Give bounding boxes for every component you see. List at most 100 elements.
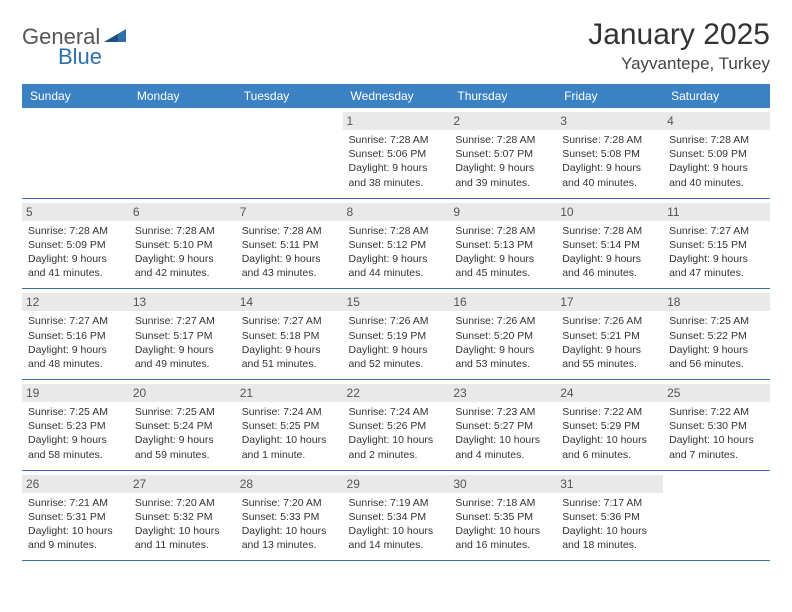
day-number: 13 (129, 293, 236, 311)
daylight-text: Daylight: 9 hours and 38 minutes. (349, 161, 444, 189)
day-cell: 1 Sunrise: 7:28 AMSunset: 5:06 PMDaylight… (343, 108, 450, 198)
day-cell: 23Sunrise: 7:23 AMSunset: 5:27 PMDayligh… (449, 380, 556, 471)
day-cell: 26Sunrise: 7:21 AMSunset: 5:31 PMDayligh… (22, 470, 129, 561)
sunset-text: Sunset: 5:07 PM (455, 147, 550, 161)
day-number: 9 (449, 203, 556, 221)
day-number: 20 (129, 384, 236, 402)
day-cell: 24Sunrise: 7:22 AMSunset: 5:29 PMDayligh… (556, 380, 663, 471)
day-number: 3 (556, 112, 663, 130)
sunrise-text: Sunrise: 7:22 AM (562, 405, 657, 419)
day-info: Sunrise: 7:26 AMSunset: 5:20 PMDaylight:… (455, 314, 550, 371)
sunset-text: Sunset: 5:26 PM (349, 419, 444, 433)
daylight-text: Daylight: 9 hours and 46 minutes. (562, 252, 657, 280)
day-cell: 13Sunrise: 7:27 AMSunset: 5:17 PMDayligh… (129, 289, 236, 380)
daylight-text: Daylight: 9 hours and 47 minutes. (669, 252, 764, 280)
day-info: Sunrise: 7:28 AMSunset: 5:09 PMDaylight:… (28, 224, 123, 281)
sunset-text: Sunset: 5:31 PM (28, 510, 123, 524)
day-cell: 25 Sunrise: 7:22 AMSunset: 5:30 PMDayligh… (663, 380, 770, 471)
sunset-text: Sunset: 5:22 PM (669, 329, 764, 343)
sunset-text: Sunset: 5:08 PM (562, 147, 657, 161)
day-cell: 7Sunrise: 7:28 AMSunset: 5:11 PMDaylight… (236, 198, 343, 289)
day-cell: 22Sunrise: 7:24 AMSunset: 5:26 PMDayligh… (343, 380, 450, 471)
sunrise-text: Sunrise: 7:20 AM (242, 496, 337, 510)
day-cell: 9Sunrise: 7:28 AMSunset: 5:13 PMDaylight… (449, 198, 556, 289)
day-cell: 29Sunrise: 7:19 AMSunset: 5:34 PMDayligh… (343, 470, 450, 561)
sunrise-text: Sunrise: 7:24 AM (242, 405, 337, 419)
daylight-text: Daylight: 9 hours and 41 minutes. (28, 252, 123, 280)
day-number: 18 (663, 293, 770, 311)
day-number: 21 (236, 384, 343, 402)
day-cell: 18Sunrise: 7:25 AMSunset: 5:22 PMDayligh… (663, 289, 770, 380)
daylight-text: Daylight: 10 hours and 7 minutes. (669, 433, 764, 461)
day-cell: . (236, 108, 343, 198)
day-cell: 20Sunrise: 7:25 AMSunset: 5:24 PMDayligh… (129, 380, 236, 471)
sunset-text: Sunset: 5:23 PM (28, 419, 123, 433)
day-number: 15 (343, 293, 450, 311)
day-info: Sunrise: 7:25 AMSunset: 5:23 PMDaylight:… (28, 405, 123, 462)
day-number: 8 (343, 203, 450, 221)
calendar-table: Sunday Monday Tuesday Wednesday Thursday… (22, 84, 770, 561)
day-cell: 17Sunrise: 7:26 AMSunset: 5:21 PMDayligh… (556, 289, 663, 380)
sunrise-text: Sunrise: 7:27 AM (242, 314, 337, 328)
day-info: Sunrise: 7:23 AMSunset: 5:27 PMDaylight:… (455, 405, 550, 462)
day-number: 25 (663, 384, 770, 402)
day-info: Sunrise: 7:28 AMSunset: 5:06 PMDaylight:… (349, 133, 444, 190)
daylight-text: Daylight: 10 hours and 2 minutes. (349, 433, 444, 461)
day-number: 26 (22, 475, 129, 493)
day-number: 1 (343, 112, 450, 130)
day-cell: . (129, 108, 236, 198)
dayhead-sat: Saturday (663, 84, 770, 108)
sunrise-text: Sunrise: 7:28 AM (349, 224, 444, 238)
daylight-text: Daylight: 10 hours and 11 minutes. (135, 524, 230, 552)
day-info: Sunrise: 7:28 AMSunset: 5:14 PMDaylight:… (562, 224, 657, 281)
daylight-text: Daylight: 9 hours and 42 minutes. (135, 252, 230, 280)
sunset-text: Sunset: 5:35 PM (455, 510, 550, 524)
day-number: 7 (236, 203, 343, 221)
day-number: 22 (343, 384, 450, 402)
sunset-text: Sunset: 5:25 PM (242, 419, 337, 433)
sunset-text: Sunset: 5:06 PM (349, 147, 444, 161)
daylight-text: Daylight: 9 hours and 58 minutes. (28, 433, 123, 461)
sunset-text: Sunset: 5:29 PM (562, 419, 657, 433)
day-number: 27 (129, 475, 236, 493)
day-header-row: Sunday Monday Tuesday Wednesday Thursday… (22, 84, 770, 108)
dayhead-mon: Monday (129, 84, 236, 108)
day-cell: 27Sunrise: 7:20 AMSunset: 5:32 PMDayligh… (129, 470, 236, 561)
week-row: 12 Sunrise: 7:27 AM Sunset: 5:16 PM Dayligh… (22, 289, 770, 380)
sunset-text: Sunset: 5:24 PM (135, 419, 230, 433)
day-cell: 3 Sunrise: 7:28 AMSunset: 5:08 PMDaylight… (556, 108, 663, 198)
sunrise-text: Sunrise: 7:20 AM (135, 496, 230, 510)
sunset-text: Sunset: 5:36 PM (562, 510, 657, 524)
calendar-body: ...1Sunrise: 7:28 AMSunset: 5:06 PMDayli… (22, 108, 770, 561)
sunset-text: Sunset: 5:16 PM (28, 329, 123, 343)
sunset-text: Sunset: 5:09 PM (669, 147, 764, 161)
brand-part2: Blue (58, 44, 102, 69)
daylight-text: Daylight: 9 hours and 56 minutes. (669, 343, 764, 371)
day-info: Sunrise: 7:19 AMSunset: 5:34 PMDaylight:… (349, 496, 444, 553)
day-cell: 11Sunrise: 7:27 AMSunset: 5:15 PMDayligh… (663, 198, 770, 289)
day-number: 17 (556, 293, 663, 311)
sunrise-text: Sunrise: 7:28 AM (669, 133, 764, 147)
sunset-text: Sunset: 5:30 PM (669, 419, 764, 433)
day-cell: 5Sunrise: 7:28 AMSunset: 5:09 PMDaylight… (22, 198, 129, 289)
sunrise-text: Sunrise: 7:19 AM (349, 496, 444, 510)
sunrise-text: Sunrise: 7:26 AM (455, 314, 550, 328)
daylight-text: Daylight: 10 hours and 6 minutes. (562, 433, 657, 461)
daylight-text: Daylight: 10 hours and 14 minutes. (349, 524, 444, 552)
day-number: 12 (22, 293, 129, 311)
daylight-text: Daylight: 9 hours and 45 minutes. (455, 252, 550, 280)
sunrise-text: Sunrise: 7:22 AM (669, 405, 764, 419)
day-number: 11 (663, 203, 770, 221)
day-number: 2 (449, 112, 556, 130)
page-title: January 2025 (588, 18, 770, 52)
daylight-text: Daylight: 10 hours and 18 minutes. (562, 524, 657, 552)
day-number: 10 (556, 203, 663, 221)
sunrise-text: Sunrise: 7:28 AM (562, 133, 657, 147)
day-info: Sunrise: 7:28 AMSunset: 5:08 PMDaylight:… (562, 133, 657, 190)
daylight-text: Daylight: 9 hours and 39 minutes. (455, 161, 550, 189)
dayhead-fri: Friday (556, 84, 663, 108)
dayhead-thu: Thursday (449, 84, 556, 108)
sunset-text: Sunset: 5:15 PM (669, 238, 764, 252)
sunrise-text: Sunrise: 7:25 AM (28, 405, 123, 419)
day-info: Sunrise: 7:26 AMSunset: 5:19 PMDaylight:… (349, 314, 444, 371)
